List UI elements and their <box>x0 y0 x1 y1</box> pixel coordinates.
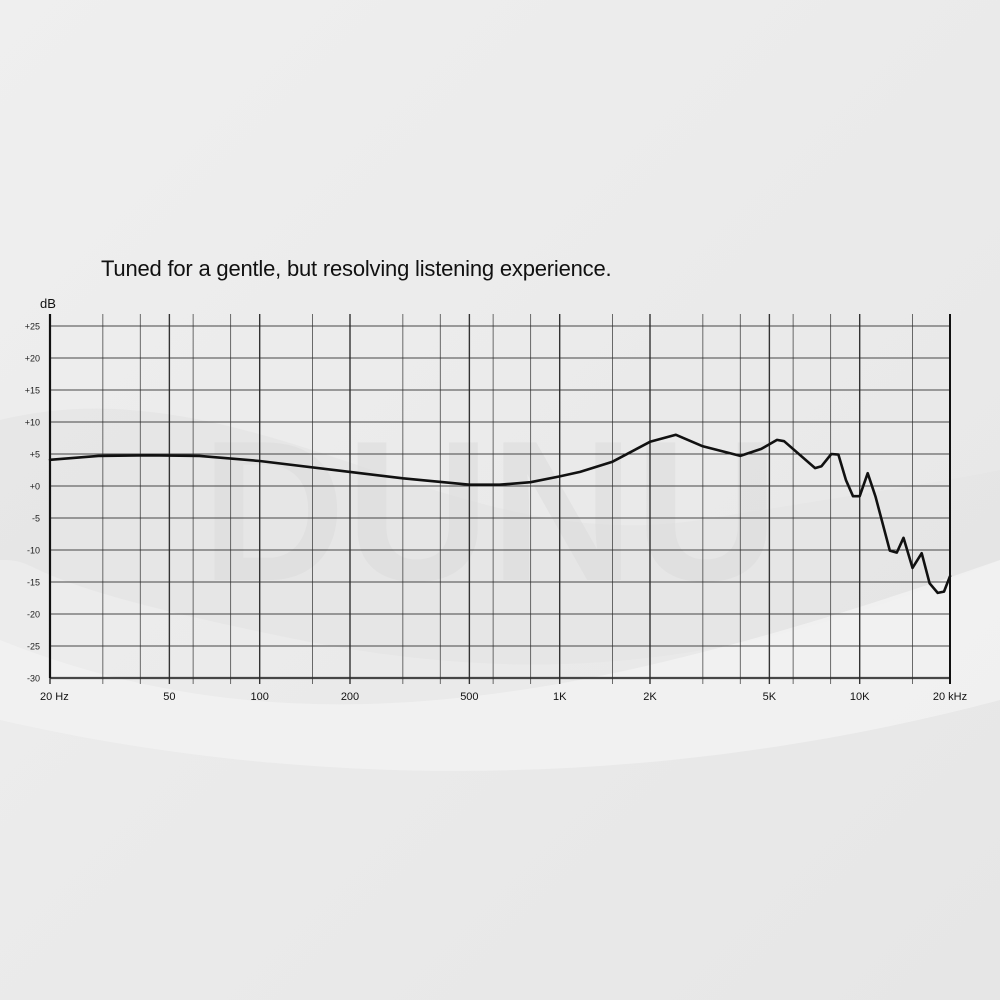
x-tick-label: 1K <box>553 691 567 703</box>
x-tick-label: 10K <box>850 691 870 703</box>
x-tick-label: 5K <box>763 691 777 703</box>
y-tick-label: -15 <box>27 578 40 588</box>
y-tick-label: +10 <box>25 418 40 428</box>
y-tick-label: -25 <box>27 642 40 652</box>
y-tick-label: -30 <box>27 674 40 684</box>
x-tick-label: 100 <box>251 691 269 703</box>
y-tick-label: +0 <box>30 482 40 492</box>
chart-title: Tuned for a gentle, but resolving listen… <box>101 256 612 281</box>
x-tick-label: 20 Hz <box>40 691 69 703</box>
frequency-response-curve <box>48 433 952 595</box>
x-tick-label: 20 kHz <box>933 691 967 703</box>
y-axis-label: dB <box>40 296 56 311</box>
x-tick-label: 200 <box>341 691 359 703</box>
x-tick-label: 2K <box>643 691 657 703</box>
y-tick-label: +15 <box>25 386 40 396</box>
y-tick-label: -5 <box>32 514 40 524</box>
x-tick-label: 500 <box>460 691 478 703</box>
x-tick-label: 50 <box>163 691 175 703</box>
y-tick-label: +20 <box>25 354 40 364</box>
y-tick-label: -20 <box>27 610 40 620</box>
y-tick-label: -10 <box>27 546 40 556</box>
y-tick-label: +5 <box>30 450 40 460</box>
y-tick-label: +25 <box>25 322 40 332</box>
